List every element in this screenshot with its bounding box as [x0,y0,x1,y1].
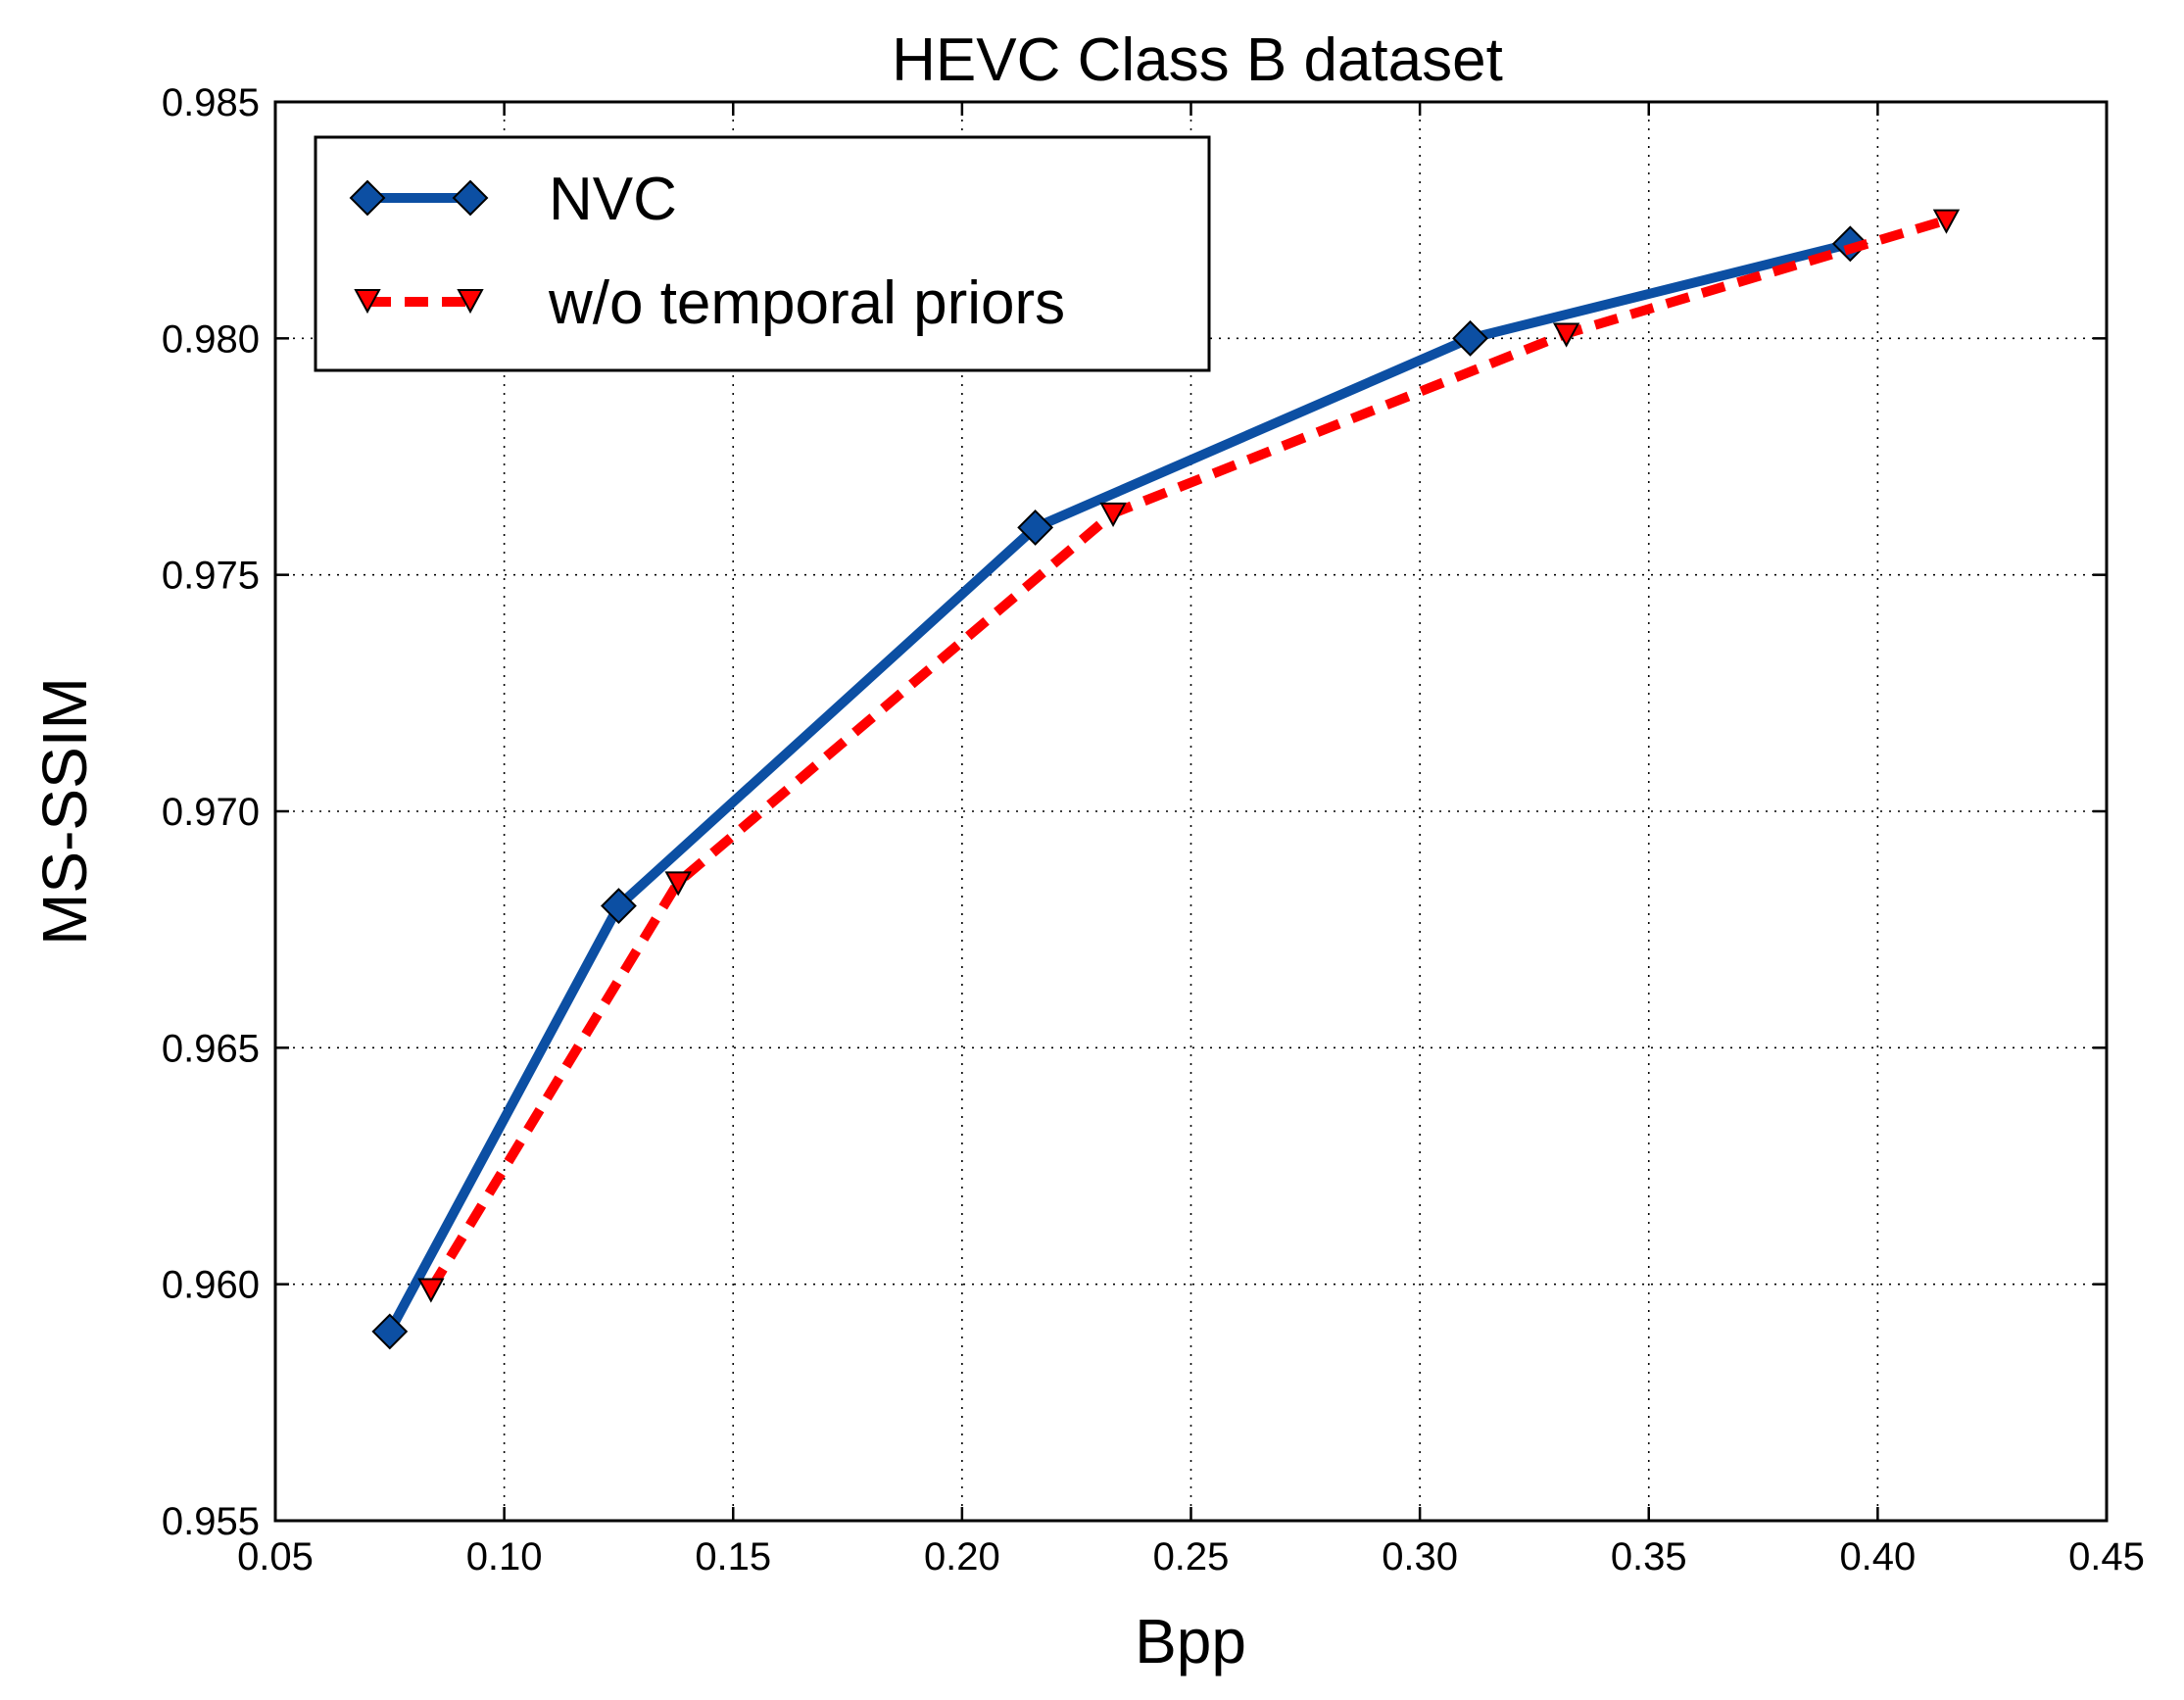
legend-marker-without-temporal-priors [354,289,381,315]
data-point-nvc [1017,509,1054,546]
x-tick-label: 0.45 [2068,1535,2145,1579]
x-tick-label: 0.10 [466,1535,543,1579]
data-point-w-o-temporal-priors [1099,502,1127,528]
x-tick-label: 0.25 [1153,1535,1230,1579]
series-layer [371,209,1961,1350]
legend-marker-nvc [452,179,489,217]
plot-frame [273,100,2109,1523]
y-tick-label: 0.960 [162,1264,260,1307]
data-point-w-o-temporal-priors [417,1278,445,1303]
x-tick-label: 0.05 [237,1535,314,1579]
y-tick-label: 0.965 [162,1027,260,1070]
x-tick-label: 0.40 [1839,1535,1916,1579]
legend-entry-nvc: NVC [349,166,677,233]
legend-frame [314,135,1211,372]
y-tick-label: 0.970 [162,791,260,834]
data-point-w-o-temporal-priors [1932,209,1961,234]
y-tick-label: 0.955 [162,1500,260,1543]
y-tick-label: 0.985 [162,81,260,124]
legend-entry-without-temporal-priors: w/o temporal priors [354,269,1065,337]
legend-marker-without-temporal-priors [457,289,484,315]
legend-label-nvc: NVC [549,166,677,233]
data-point-nvc [371,1313,409,1350]
y-tick-label: 0.975 [162,555,260,598]
x-axis-ticks: 0.05 0.10 0.15 0.20 0.25 0.30 0.35 0.40 0.45 [237,102,2145,1579]
legend-label-without-temporal-priors: w/o temporal priors [548,269,1065,337]
grid [275,102,2107,1521]
x-tick-label: 0.30 [1382,1535,1458,1579]
data-point-w-o-temporal-priors [664,871,692,897]
legend-marker-nvc [349,179,386,217]
series-nvc [371,225,1869,1350]
x-tick-label: 0.15 [695,1535,771,1579]
x-axis-label: Bpp [1135,1606,1246,1676]
x-tick-label: 0.20 [924,1535,1000,1579]
y-axis-ticks: 0.955 0.960 0.965 0.970 0.975 0.980 0.985 [162,81,2107,1543]
data-point-w-o-temporal-priors [1552,322,1580,348]
y-tick-label: 0.980 [162,317,260,361]
series-w-o-temporal-priors [417,209,1961,1303]
chart-title: HEVC Class B dataset [892,26,1503,94]
legend: NVC w/o temporal priors [314,135,1211,372]
data-point-nvc [601,888,637,924]
x-tick-label: 0.35 [1611,1535,1687,1579]
data-point-nvc [1452,319,1488,357]
y-axis-label: MS-SSIM [29,677,100,946]
